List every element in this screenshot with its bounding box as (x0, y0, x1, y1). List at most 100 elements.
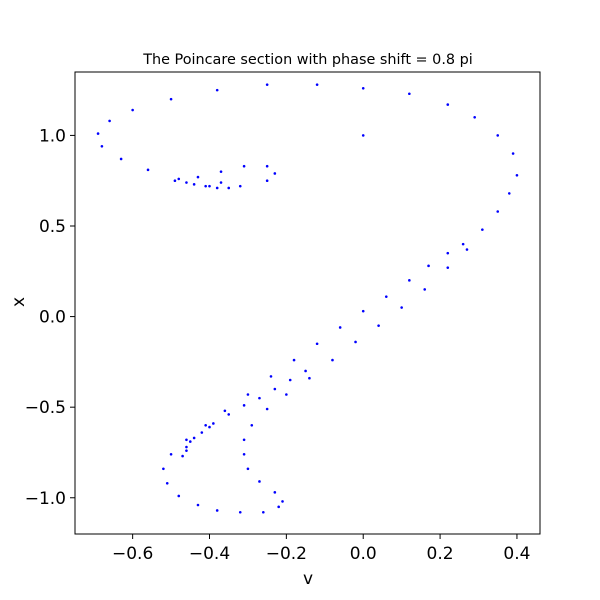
data-point (265, 83, 269, 86)
x-tick-label: 0.2 (427, 544, 454, 564)
data-point (219, 170, 223, 173)
data-point (208, 184, 211, 188)
data-point (265, 179, 269, 183)
x-axis-label: v (303, 569, 313, 589)
data-point (192, 183, 196, 186)
data-point (169, 97, 173, 101)
data-point (427, 264, 430, 268)
data-point (185, 449, 188, 452)
y-tick-label: −0.5 (25, 398, 66, 418)
data-point (181, 454, 184, 458)
y-tick-label: −1.0 (25, 489, 66, 509)
data-point (408, 279, 411, 282)
data-point (131, 108, 134, 112)
data-point (273, 491, 277, 494)
data-point (288, 378, 292, 382)
y-tick-label: 0.0 (39, 308, 66, 328)
data-point (511, 152, 515, 155)
data-point (208, 425, 211, 429)
data-point (204, 423, 207, 427)
data-point (215, 186, 219, 190)
data-point (204, 184, 207, 188)
data-point (185, 181, 188, 184)
data-point (465, 248, 469, 251)
x-tick-label: 0.0 (350, 544, 377, 564)
data-point (446, 266, 450, 269)
data-point (246, 393, 250, 396)
data-point (192, 436, 196, 440)
data-point (496, 134, 500, 137)
data-point (242, 404, 246, 407)
x-tick-label: −0.2 (266, 544, 307, 564)
x-tick-label: −0.6 (112, 544, 153, 564)
data-point (227, 186, 231, 190)
data-point (177, 494, 181, 498)
data-point (269, 375, 273, 378)
data-point (119, 157, 123, 161)
data-point (212, 422, 215, 425)
data-point (473, 115, 476, 119)
data-point (292, 358, 296, 362)
data-point (361, 87, 365, 90)
data-point (273, 172, 277, 175)
data-point (315, 342, 319, 346)
data-point (354, 340, 357, 344)
data-point (446, 103, 450, 106)
plot-area-frame (74, 71, 541, 535)
data-point (258, 480, 261, 483)
data-point (215, 88, 219, 92)
y-tick-label: 1.0 (39, 126, 66, 146)
x-tick-label: 0.4 (503, 544, 530, 564)
x-tick-label: −0.4 (189, 544, 230, 564)
data-point (281, 500, 284, 503)
data-point (331, 358, 334, 362)
data-point (196, 503, 200, 507)
data-point (304, 369, 307, 373)
data-point (515, 173, 519, 177)
data-point (384, 295, 388, 298)
data-point (446, 251, 450, 255)
chart-title: The Poincare section with phase shift = … (142, 52, 473, 68)
data-point (165, 481, 169, 485)
data-point (242, 438, 246, 442)
data-point (408, 92, 411, 96)
data-point (258, 396, 261, 400)
data-point (146, 168, 150, 172)
data-point (265, 407, 269, 411)
data-point (238, 184, 242, 188)
data-point (481, 228, 484, 231)
data-point (185, 445, 188, 449)
data-point (277, 505, 280, 509)
data-point (262, 510, 265, 514)
data-point (507, 192, 511, 195)
data-point (196, 175, 200, 179)
data-point (100, 144, 104, 148)
y-axis-label: x (9, 297, 29, 307)
data-point (108, 119, 111, 123)
data-point (162, 467, 165, 471)
data-point (96, 132, 100, 135)
data-point (219, 181, 223, 184)
data-point (273, 387, 277, 391)
data-point (250, 423, 254, 427)
data-point (423, 288, 427, 291)
data-point (400, 306, 403, 309)
data-point (361, 309, 365, 313)
data-point (242, 164, 246, 168)
data-point (223, 409, 227, 413)
data-point (238, 510, 242, 514)
data-point (338, 326, 342, 329)
data-point (169, 452, 173, 456)
y-axis: −1.0 −0.5 0.0 0.5 1.0 (25, 126, 75, 509)
data-point (308, 376, 311, 380)
data-point (377, 324, 380, 327)
x-axis: −0.6 −0.4 −0.2 0.0 0.2 0.4 (112, 534, 530, 564)
data-point (200, 431, 204, 434)
data-point (215, 509, 219, 512)
y-tick-label: 0.5 (39, 217, 66, 237)
data-point (461, 242, 465, 246)
data-point (177, 177, 181, 181)
data-point (188, 440, 192, 443)
data-point (315, 83, 319, 86)
data-point (242, 452, 246, 456)
